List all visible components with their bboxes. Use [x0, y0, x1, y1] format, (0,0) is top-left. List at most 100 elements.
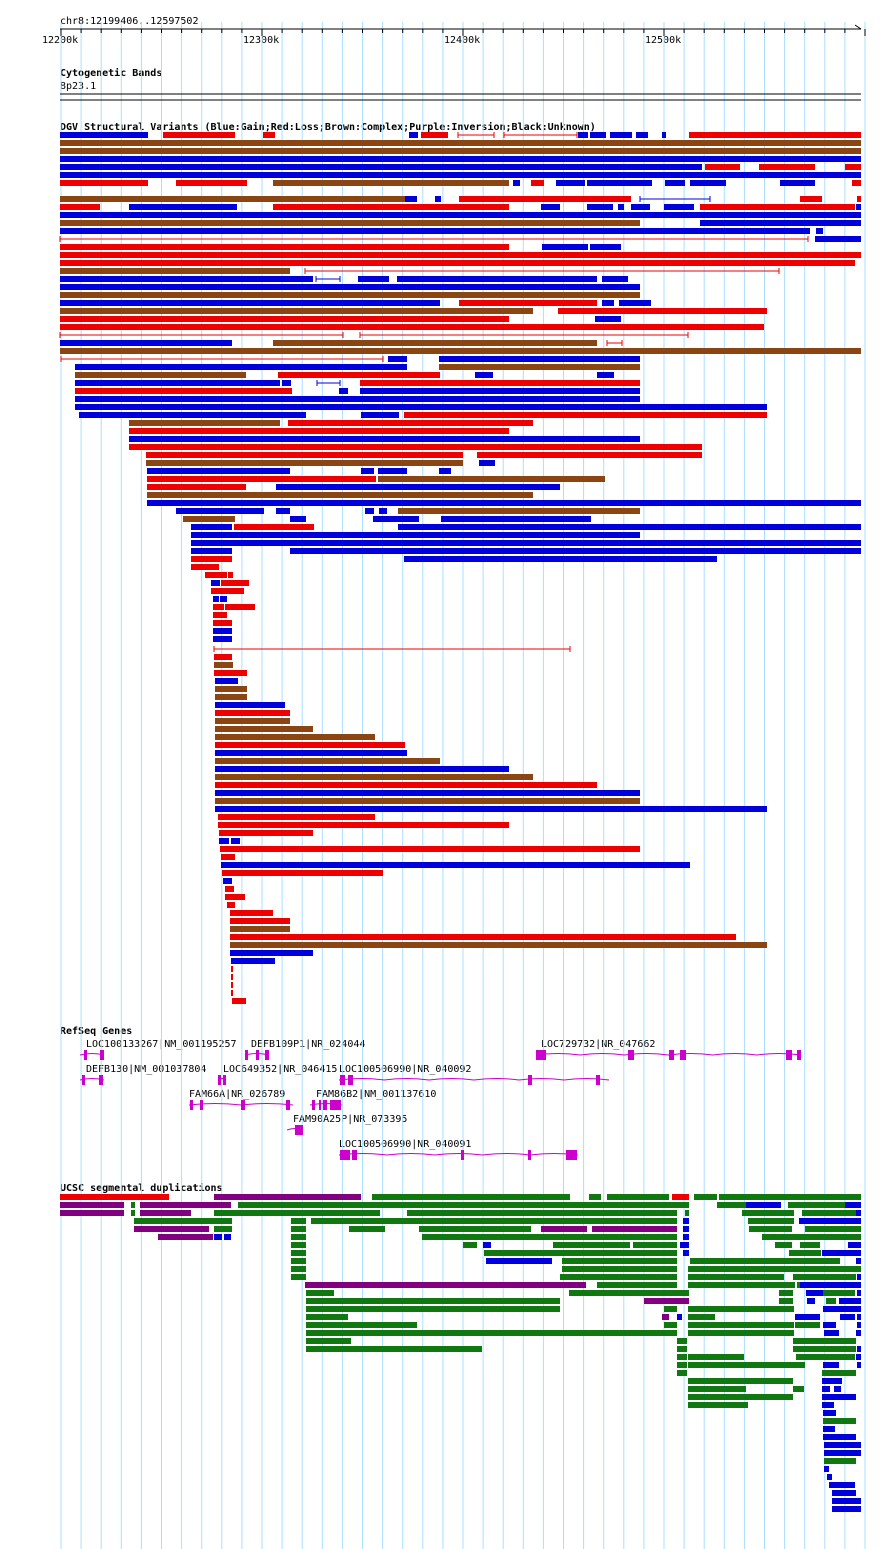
- segdup-feature[interactable]: [857, 1290, 861, 1296]
- dgv-variant-loss[interactable]: [218, 814, 375, 820]
- segdup-feature[interactable]: [762, 1234, 861, 1240]
- segdup-feature[interactable]: [688, 1386, 746, 1392]
- dgv-variant-complex[interactable]: [215, 694, 247, 700]
- segdup-feature[interactable]: [683, 1218, 689, 1224]
- dgv-variant-loss[interactable]: [215, 742, 405, 748]
- dgv-variant-gain[interactable]: [441, 516, 591, 522]
- gene-exon[interactable]: [223, 1075, 226, 1085]
- dgv-variant-gain[interactable]: [339, 388, 348, 394]
- segdup-feature[interactable]: [677, 1338, 687, 1344]
- segdup-feature[interactable]: [140, 1202, 231, 1208]
- gene-exon[interactable]: [286, 1100, 290, 1110]
- segdup-feature[interactable]: [306, 1298, 560, 1304]
- dgv-variant-loss[interactable]: [228, 572, 233, 578]
- segdup-feature[interactable]: [832, 1506, 861, 1512]
- segdup-feature[interactable]: [688, 1314, 715, 1320]
- gene-exon[interactable]: [330, 1100, 341, 1110]
- dgv-variant-gain[interactable]: [215, 806, 767, 812]
- dgv-variant-gain[interactable]: [388, 356, 407, 362]
- gene-intron[interactable]: [338, 1153, 579, 1156]
- dgv-variant-complex[interactable]: [378, 476, 605, 482]
- segdup-feature[interactable]: [372, 1194, 570, 1200]
- segdup-feature[interactable]: [291, 1266, 306, 1272]
- dgv-variant-gain[interactable]: [215, 766, 509, 772]
- gene-exon[interactable]: [295, 1125, 303, 1135]
- dgv-variant-gain[interactable]: [439, 356, 640, 362]
- segdup-feature[interactable]: [805, 1226, 861, 1232]
- segdup-feature[interactable]: [688, 1378, 793, 1384]
- segdup-feature[interactable]: [597, 1282, 677, 1288]
- dgv-variant-loss[interactable]: [222, 870, 383, 876]
- dgv-variant-gain[interactable]: [590, 244, 621, 250]
- segdup-feature[interactable]: [822, 1370, 856, 1376]
- gene-exon[interactable]: [680, 1050, 686, 1060]
- dgv-variant-gain[interactable]: [361, 412, 399, 418]
- dgv-variant-gain[interactable]: [191, 540, 861, 546]
- segdup-feature[interactable]: [291, 1250, 306, 1256]
- gene-exon[interactable]: [628, 1050, 634, 1060]
- dgv-variant-loss[interactable]: [60, 260, 855, 266]
- dgv-variant-gain[interactable]: [276, 508, 290, 514]
- segdup-feature[interactable]: [680, 1242, 689, 1248]
- segdup-feature[interactable]: [795, 1322, 820, 1328]
- dgv-variant-gain[interactable]: [219, 838, 229, 844]
- dgv-variant-complex[interactable]: [215, 774, 533, 780]
- segdup-feature[interactable]: [60, 1202, 124, 1208]
- segdup-feature[interactable]: [685, 1210, 689, 1216]
- segdup-feature[interactable]: [60, 1194, 169, 1200]
- dgv-variant-gain[interactable]: [578, 132, 588, 138]
- dgv-variant-loss[interactable]: [211, 588, 244, 594]
- segdup-feature[interactable]: [823, 1322, 836, 1328]
- segdup-feature[interactable]: [562, 1258, 677, 1264]
- dgv-variant-loss[interactable]: [231, 990, 233, 996]
- dgv-variant-complex[interactable]: [60, 140, 861, 146]
- dgv-variant-gain[interactable]: [282, 380, 291, 386]
- segdup-feature[interactable]: [214, 1226, 232, 1232]
- dgv-variant-complex[interactable]: [60, 268, 290, 274]
- dgv-variant-gain[interactable]: [60, 172, 861, 178]
- dgv-variant-gain[interactable]: [602, 300, 614, 306]
- segdup-feature[interactable]: [807, 1298, 815, 1304]
- dgv-variant-gain[interactable]: [191, 524, 232, 530]
- dgv-variant-gain[interactable]: [129, 436, 640, 442]
- dgv-variant-loss[interactable]: [273, 204, 509, 210]
- dgv-variant-gain[interactable]: [587, 180, 652, 186]
- dgv-variant-loss[interactable]: [231, 974, 233, 980]
- dgv-variant-gain[interactable]: [475, 372, 493, 378]
- segdup-feature[interactable]: [688, 1274, 784, 1280]
- segdup-feature[interactable]: [214, 1194, 361, 1200]
- segdup-feature[interactable]: [719, 1194, 861, 1200]
- dgv-variant-complex[interactable]: [215, 718, 290, 724]
- segdup-feature[interactable]: [834, 1386, 841, 1392]
- gene-exon[interactable]: [190, 1100, 193, 1110]
- segdup-feature[interactable]: [683, 1250, 689, 1256]
- segdup-feature[interactable]: [748, 1218, 794, 1224]
- dgv-variant-gain[interactable]: [223, 878, 232, 884]
- segdup-feature[interactable]: [746, 1202, 781, 1208]
- dgv-variant-loss[interactable]: [231, 966, 233, 972]
- dgv-variant-loss[interactable]: [214, 654, 232, 660]
- segdup-feature[interactable]: [839, 1298, 861, 1304]
- dgv-variant-gain[interactable]: [439, 468, 451, 474]
- dgv-variant-gain[interactable]: [75, 380, 280, 386]
- dgv-variant-loss[interactable]: [225, 894, 245, 900]
- dgv-variant-loss[interactable]: [214, 670, 247, 676]
- segdup-feature[interactable]: [306, 1306, 560, 1312]
- segdup-feature[interactable]: [848, 1242, 861, 1248]
- dgv-variant-loss[interactable]: [278, 372, 440, 378]
- dgv-variant-complex[interactable]: [230, 926, 290, 932]
- dgv-variant-loss[interactable]: [147, 476, 376, 482]
- dgv-variant-gain[interactable]: [378, 468, 407, 474]
- segdup-feature[interactable]: [795, 1314, 820, 1320]
- segdup-feature[interactable]: [845, 1202, 861, 1208]
- gene-label[interactable]: DEFB109P1|NR_024044: [251, 1039, 366, 1050]
- dgv-variant-gain[interactable]: [147, 468, 290, 474]
- segdup-feature[interactable]: [644, 1298, 689, 1304]
- segdup-feature[interactable]: [291, 1242, 306, 1248]
- dgv-variant-loss[interactable]: [60, 180, 148, 186]
- dgv-variant-gain[interactable]: [404, 556, 717, 562]
- gene-intron[interactable]: [338, 1078, 610, 1081]
- dgv-variant-loss[interactable]: [213, 612, 227, 618]
- dgv-variant-loss[interactable]: [60, 324, 764, 330]
- dgv-variant-gain[interactable]: [215, 678, 238, 684]
